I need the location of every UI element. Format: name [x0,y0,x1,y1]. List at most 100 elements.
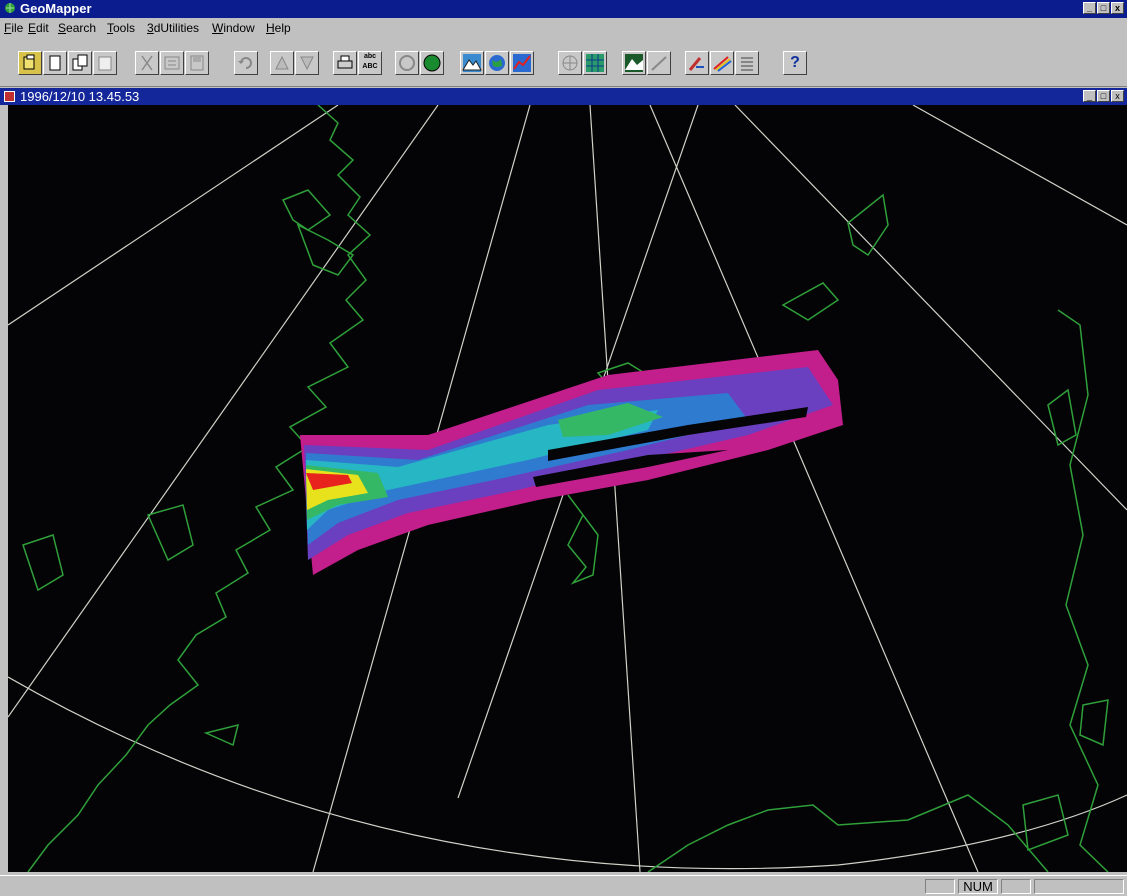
status-num-indicator: NUM [958,879,998,894]
document-title: 1996/12/10 13.45.53 [20,89,140,104]
coastline [847,193,889,257]
copy-document-icon [72,54,88,71]
projection-button[interactable] [583,51,607,75]
save-icon [190,55,204,71]
line-button[interactable] [647,51,671,75]
list-button[interactable] [735,51,759,75]
polar-map [8,105,1127,872]
coastline [1057,309,1109,872]
paste-document-button[interactable] [93,51,117,75]
menu-search[interactable]: Search [58,21,97,35]
copy-document-button[interactable] [68,51,92,75]
chart-button[interactable] [510,51,534,75]
line-icon [651,56,667,71]
properties-icon [164,56,180,70]
menu-window[interactable]: Window [212,21,255,35]
coastline [1047,388,1077,447]
help-button[interactable]: ? [783,51,807,75]
cut-button[interactable] [135,51,159,75]
minimize-button[interactable]: _ [1083,2,1096,14]
globe-green-icon [423,54,441,72]
grid-icon [562,55,578,71]
status-panel-scroll [1001,879,1031,894]
meridian-line [912,105,1127,226]
globe-blue-button[interactable] [485,51,509,75]
app-title-bar[interactable]: GeoMapper _ □ x [0,0,1127,18]
toolbar: abc ABC ? [0,38,1127,87]
rainbow-pen-button[interactable] [710,51,734,75]
coastline [22,534,64,592]
maximize-button[interactable]: □ [1097,2,1110,14]
menu-help[interactable]: Help [266,21,291,35]
radar-swath [300,350,843,575]
menu-tools[interactable]: Tools [107,21,136,35]
close-button[interactable]: x [1111,2,1124,14]
save-button[interactable] [185,51,209,75]
menu-3dutilities[interactable]: 3dUtilities [147,21,200,35]
print-icon [337,55,353,69]
document-title-bar[interactable]: 1996/12/10 13.45.53 _ □ x [0,88,1127,105]
meridian-line [649,105,979,872]
print-button[interactable] [333,51,357,75]
status-bar: NUM [0,875,1127,896]
coastline [781,282,840,321]
coastline [281,189,332,231]
new-document-button[interactable] [43,51,67,75]
spellcheck-button[interactable]: abc ABC [358,51,382,75]
undo-icon [238,57,252,69]
coastline [1079,699,1109,747]
rainbow-pen-icon [713,56,732,72]
spellcheck-icon: abc ABC [362,53,378,70]
layer-icon [399,55,415,71]
app-title: GeoMapper [20,1,92,16]
menu-file[interactable]: File [4,21,24,35]
help-icon: ? [790,54,800,71]
latitude-circle [8,676,1127,870]
terrain-button[interactable] [622,51,646,75]
undo-button[interactable] [234,51,258,75]
menu-bar: File Edit Search Tools 3dUtilities Windo… [0,18,1127,38]
open-folder-button[interactable] [18,51,42,75]
doc-maximize-button[interactable]: □ [1097,90,1110,102]
paint-icon [688,57,704,71]
layer-button[interactable] [395,51,419,75]
map-view[interactable] [8,105,1127,872]
meridian-line [8,105,339,326]
menu-edit[interactable]: Edit [28,21,49,35]
paint-button[interactable] [685,51,709,75]
tool-a-button[interactable] [270,51,294,75]
status-panel-caps [925,879,955,894]
open-folder-icon [23,54,35,70]
map-document-icon [4,91,15,102]
globe-blue-icon [489,55,505,71]
coastline [146,504,194,562]
status-panel-extra [1034,879,1124,894]
new-document-icon [49,55,61,71]
doc-minimize-button[interactable]: _ [1083,90,1096,102]
coastline [1022,794,1069,852]
meridian-line [589,105,641,872]
terrain-icon [625,54,643,72]
chart-icon [513,54,531,72]
coastline [27,105,372,872]
coastline [203,723,240,747]
tool-b-button[interactable] [295,51,319,75]
mountain-button[interactable] [460,51,484,75]
tool-a-icon [275,55,289,70]
cut-icon [141,55,153,71]
meridian-line [8,105,439,718]
globe-app-icon [5,3,15,13]
list-icon [741,57,753,71]
coastline [647,794,1049,872]
properties-button[interactable] [160,51,184,75]
coastline [567,494,599,585]
projection-icon [586,54,604,72]
grid-button[interactable] [558,51,582,75]
meridian-line [734,105,1127,511]
tool-b-icon [300,56,314,71]
paste-document-icon [98,56,112,71]
globe-green-button[interactable] [420,51,444,75]
mountain-icon [462,54,482,72]
doc-close-button[interactable]: x [1111,90,1124,102]
coastline [296,223,355,276]
